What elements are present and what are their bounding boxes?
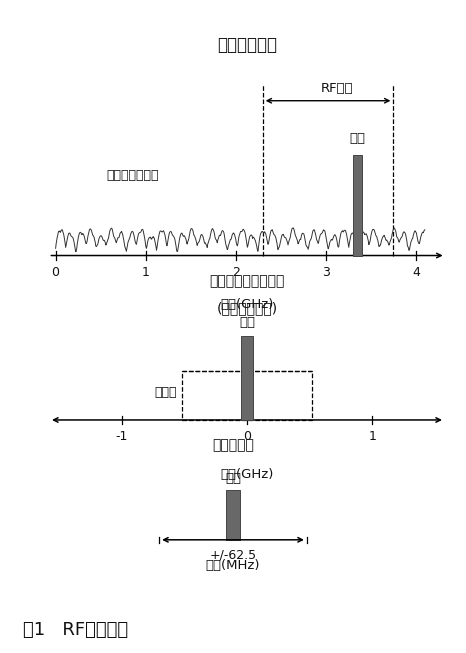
Text: 2: 2: [232, 266, 240, 279]
Text: 1: 1: [142, 266, 150, 279]
Text: -1: -1: [116, 430, 128, 443]
Text: 频率(GHz): 频率(GHz): [220, 298, 274, 311]
Bar: [226, 490, 240, 540]
Text: 3: 3: [322, 266, 330, 279]
Bar: [182, 371, 312, 420]
Text: 数字下变频和滤波后: 数字下变频和滤波后: [209, 275, 285, 289]
Text: 模拟输入信号: 模拟输入信号: [217, 36, 277, 54]
Text: +/-62.5: +/-62.5: [209, 549, 257, 562]
Text: 1: 1: [368, 430, 376, 443]
Text: 4: 4: [412, 266, 420, 279]
Text: 噪声与杂散信号: 噪声与杂散信号: [106, 169, 158, 182]
Text: 滤波器: 滤波器: [154, 387, 177, 400]
Text: 信号: 信号: [225, 472, 241, 485]
Text: 频率(MHz): 频率(MHz): [206, 559, 260, 572]
Text: 图1   RF采样示例: 图1 RF采样示例: [23, 620, 129, 639]
Text: 抽取滤波后: 抽取滤波后: [212, 438, 254, 452]
Text: 0: 0: [243, 430, 251, 443]
Text: (复杂数字信号): (复杂数字信号): [216, 301, 278, 315]
Text: 信号: 信号: [239, 315, 255, 328]
Text: 0: 0: [52, 266, 60, 279]
Text: 频率(GHz): 频率(GHz): [220, 468, 274, 481]
Bar: [241, 336, 253, 420]
Text: RF频带: RF频带: [321, 82, 353, 95]
Text: 信号: 信号: [350, 132, 365, 145]
Bar: [353, 155, 362, 255]
